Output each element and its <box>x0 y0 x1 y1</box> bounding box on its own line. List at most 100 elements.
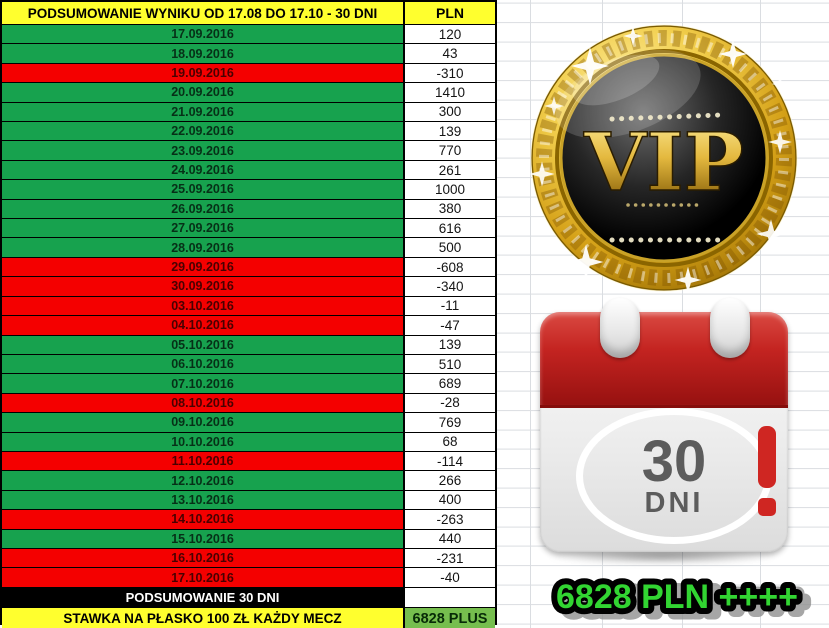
table-row: 20.09.2016 1410 <box>2 82 495 102</box>
value-cell[interactable]: 500 <box>405 238 495 257</box>
value-cell[interactable]: 139 <box>405 122 495 141</box>
table-row: 25.09.2016 1000 <box>2 179 495 199</box>
value-cell[interactable]: 510 <box>405 354 495 374</box>
date-cell[interactable]: 28.09.2016 <box>2 238 405 257</box>
value-cell[interactable]: 68 <box>405 432 495 451</box>
value-cell[interactable]: 139 <box>405 335 495 354</box>
value-cell[interactable]: -40 <box>405 568 495 587</box>
table-row: 17.10.2016 -40 <box>2 567 495 587</box>
date-cell[interactable]: 24.09.2016 <box>2 160 405 180</box>
calendar-days-unit: DNI <box>644 487 704 520</box>
value-cell[interactable]: 300 <box>405 102 495 122</box>
table-row: 30.09.2016 -340 <box>2 276 495 296</box>
value-cell[interactable]: 261 <box>405 160 495 180</box>
date-cell[interactable]: 22.09.2016 <box>2 122 405 141</box>
value-cell[interactable]: -340 <box>405 277 495 296</box>
value-cell[interactable]: -11 <box>405 296 495 316</box>
table-row: 26.09.2016 380 <box>2 198 495 219</box>
date-cell[interactable]: 20.09.2016 <box>2 83 405 102</box>
date-cell[interactable]: 17.10.2016 <box>2 568 405 587</box>
date-cell[interactable]: 11.10.2016 <box>2 451 405 471</box>
date-cell[interactable]: 21.09.2016 <box>2 102 405 122</box>
table-row: 08.10.2016 -28 <box>2 392 495 413</box>
date-cell[interactable]: 05.10.2016 <box>2 335 405 354</box>
value-cell[interactable]: 770 <box>405 141 495 160</box>
table-row: 24.09.2016 261 <box>2 159 495 180</box>
value-cell[interactable]: -263 <box>405 510 495 529</box>
date-cell[interactable]: 08.10.2016 <box>2 393 405 413</box>
calendar-shadow <box>548 550 776 564</box>
value-cell[interactable]: 43 <box>405 44 495 63</box>
table-row: 28.09.2016 500 <box>2 237 495 257</box>
date-cell[interactable]: 27.09.2016 <box>2 219 405 238</box>
table-header-row: PODSUMOWANIE WYNIKU OD 17.08 DO 17.10 - … <box>2 2 495 24</box>
value-cell[interactable]: 400 <box>405 490 495 510</box>
table-row: 27.09.2016 616 <box>2 218 495 238</box>
total-value-cell[interactable]: 6828 PLUS <box>405 608 495 628</box>
table-row: 06.10.2016 510 <box>2 353 495 374</box>
date-cell[interactable]: 10.10.2016 <box>2 432 405 451</box>
date-cell[interactable]: 07.10.2016 <box>2 374 405 393</box>
results-table: PODSUMOWANIE WYNIKU OD 17.08 DO 17.10 - … <box>0 0 497 628</box>
table-row: 05.10.2016 139 <box>2 334 495 354</box>
date-cell[interactable]: 12.10.2016 <box>2 471 405 490</box>
date-cell[interactable]: 17.09.2016 <box>2 25 405 44</box>
table-row: 21.09.2016 300 <box>2 101 495 122</box>
summary-label-cell[interactable]: PODSUMOWANIE 30 DNI <box>2 588 405 607</box>
table-row: 17.09.2016 120 <box>2 24 495 44</box>
value-cell[interactable]: 380 <box>405 199 495 219</box>
value-cell[interactable]: -231 <box>405 548 495 568</box>
date-cell[interactable]: 16.10.2016 <box>2 548 405 568</box>
date-cell[interactable]: 26.09.2016 <box>2 199 405 219</box>
date-cell[interactable]: 15.10.2016 <box>2 529 405 548</box>
date-cell[interactable]: 29.09.2016 <box>2 257 405 277</box>
stake-label-cell[interactable]: STAWKA NA PŁASKO 100 ZŁ KAŻDY MECZ <box>2 608 405 628</box>
date-cell[interactable]: 30.09.2016 <box>2 277 405 296</box>
value-cell[interactable]: 689 <box>405 374 495 393</box>
total-banner-shadow-text: 6828 PLN ++++ <box>564 583 806 621</box>
value-cell[interactable]: 1000 <box>405 180 495 199</box>
table-row: 10.10.2016 68 <box>2 431 495 451</box>
table-row: 19.09.2016 -310 <box>2 62 495 83</box>
date-cell[interactable]: 13.10.2016 <box>2 490 405 510</box>
value-cell[interactable]: 616 <box>405 219 495 238</box>
value-cell[interactable]: -47 <box>405 316 495 335</box>
value-cell[interactable]: 769 <box>405 413 495 432</box>
value-cell[interactable]: 266 <box>405 471 495 490</box>
vip-label: VIP <box>583 115 744 209</box>
vip-badge-icon: VIP <box>529 24 798 294</box>
date-cell[interactable]: 18.09.2016 <box>2 44 405 63</box>
grid-line-vertical <box>530 0 531 628</box>
exclamation-icon <box>758 426 776 516</box>
value-cell[interactable]: -28 <box>405 393 495 413</box>
summary-value-cell[interactable] <box>405 588 495 607</box>
calendar-header <box>540 312 788 408</box>
date-cell[interactable]: 19.09.2016 <box>2 63 405 83</box>
total-banner-text: 6828 PLN ++++ <box>556 578 798 616</box>
value-cell[interactable]: 440 <box>405 529 495 548</box>
date-cell[interactable]: 14.10.2016 <box>2 510 405 529</box>
calendar-circle: 30 DNI <box>576 408 772 544</box>
date-cell[interactable]: 23.09.2016 <box>2 141 405 160</box>
table-row: 29.09.2016 -608 <box>2 256 495 277</box>
date-cell[interactable]: 04.10.2016 <box>2 316 405 335</box>
date-cell[interactable]: 09.10.2016 <box>2 413 405 432</box>
value-cell[interactable]: -114 <box>405 451 495 471</box>
pln-column-header-cell[interactable]: PLN <box>405 2 495 24</box>
table-title-cell[interactable]: PODSUMOWANIE WYNIKU OD 17.08 DO 17.10 - … <box>2 2 405 24</box>
table-row: 09.10.2016 769 <box>2 412 495 432</box>
value-cell[interactable]: 120 <box>405 25 495 44</box>
date-cell[interactable]: 03.10.2016 <box>2 296 405 316</box>
table-row: 13.10.2016 400 <box>2 489 495 510</box>
value-cell[interactable]: -608 <box>405 257 495 277</box>
table-row: 07.10.2016 689 <box>2 373 495 393</box>
total-banner: 6828 PLN ++++ 6828 PLN ++++ <box>550 572 812 626</box>
table-row: 16.10.2016 -231 <box>2 547 495 568</box>
summary-row: PODSUMOWANIE 30 DNI <box>2 587 495 607</box>
date-cell[interactable]: 25.09.2016 <box>2 180 405 199</box>
value-cell[interactable]: -310 <box>405 63 495 83</box>
date-cell[interactable]: 06.10.2016 <box>2 354 405 374</box>
value-cell[interactable]: 1410 <box>405 83 495 102</box>
table-row: 04.10.2016 -47 <box>2 315 495 335</box>
